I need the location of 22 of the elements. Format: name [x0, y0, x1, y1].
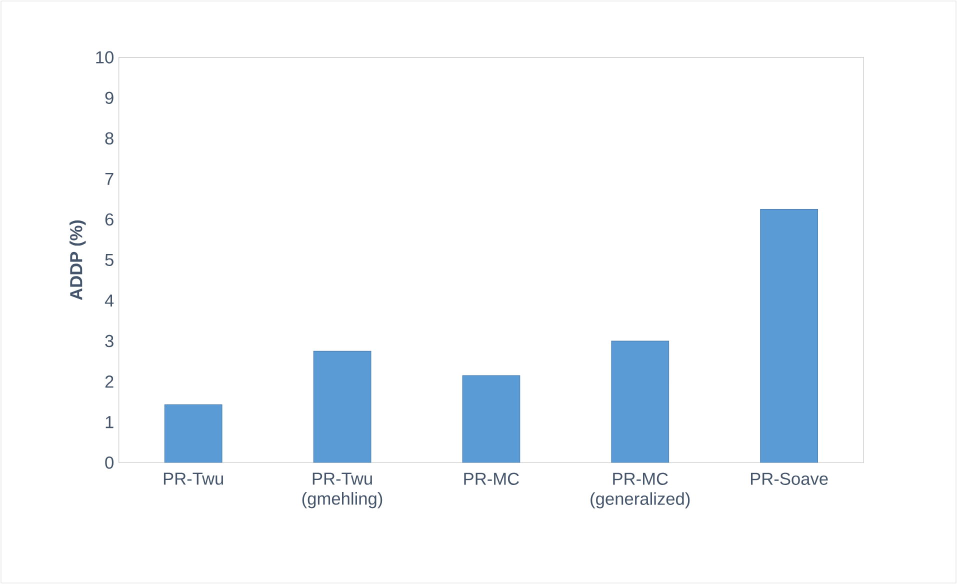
x-tick-label: PR-Soave [750, 472, 828, 485]
y-tick-label: 5 [105, 254, 114, 266]
y-tick-label: 8 [105, 132, 114, 145]
y-tick-label: 3 [105, 334, 114, 348]
bar [462, 375, 520, 463]
x-tick-label: PR-Twu [164, 472, 224, 485]
y-tick-label: 9 [105, 92, 114, 104]
y-tick-label: 10 [96, 51, 114, 64]
y-tick-label: 4 [104, 294, 114, 306]
y-tick-label: 7 [105, 172, 114, 185]
y-axis-title: ADDP (%) [70, 220, 86, 300]
bar [760, 209, 818, 463]
x-tick-label: PR-MC (generalized) [590, 472, 690, 508]
y-tick-label: 1 [106, 416, 114, 428]
y-tick-label: 0 [105, 456, 114, 469]
bar [611, 340, 670, 463]
bar [313, 350, 372, 463]
y-tick-label: 2 [105, 376, 114, 388]
y-tick-label: 6 [105, 213, 114, 226]
x-tick-label: PR-Twu (gmehling) [302, 472, 382, 508]
bar [164, 404, 222, 463]
x-tick-label: PR-MC [464, 472, 519, 485]
